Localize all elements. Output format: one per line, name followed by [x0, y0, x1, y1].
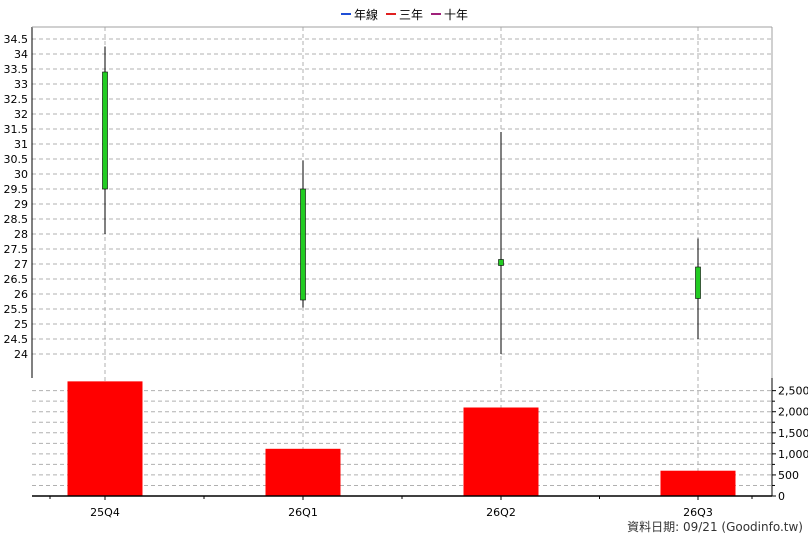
price-tick-label: 25.5: [4, 303, 29, 316]
price-tick-label: 27.5: [4, 243, 29, 256]
price-tick-label: 29: [14, 198, 28, 211]
x-tick-label: 26Q2: [486, 506, 516, 519]
footer-source: 資料日期: 09/21 (Goodinfo.tw): [627, 520, 803, 534]
legend-item-2: 三年: [386, 8, 423, 22]
price-tick-label: 28.5: [4, 213, 29, 226]
price-tick-label: 29.5: [4, 183, 29, 196]
axes: 24 24.5 25 25.5 26 26.5 27 27.5 28 28.5 29 29.5 30 30…: [4, 26, 808, 519]
volume-tick-label: 0: [778, 490, 785, 503]
price-candles: [102, 46, 701, 354]
volume-bars: [67, 381, 736, 496]
candle-body: [300, 188, 306, 301]
volume-bar: [265, 448, 341, 496]
price-tick-label: 32: [14, 108, 28, 121]
legend-item-1: 年線: [341, 7, 378, 22]
price-tick-label: 24: [14, 348, 28, 361]
price-tick-label: 34.5: [4, 33, 29, 46]
price-tick-label: 26: [14, 288, 28, 301]
x-tick-label: 25Q4: [90, 506, 120, 519]
price-tick-label: 24.5: [4, 333, 29, 346]
volume-tick-label: 1,500: [778, 427, 808, 440]
legend: 年線 三年 十年: [341, 7, 468, 22]
price-tick-label: 31: [14, 138, 28, 151]
price-tick-label: 33.5: [4, 63, 29, 76]
candle-body: [102, 71, 108, 190]
candle-body: [695, 266, 701, 299]
legend-item-3: 十年: [431, 8, 468, 22]
volume-bar: [463, 407, 539, 496]
volume-tick-label: 2,500: [778, 385, 808, 398]
volume-tick-label: 1,000: [778, 448, 808, 461]
price-tick-label: 27: [14, 258, 28, 271]
price-tick-label: 31.5: [4, 123, 29, 136]
legend-label-3: 十年: [444, 8, 468, 22]
legend-label-1: 年線: [354, 7, 378, 22]
price-tick-label: 25: [14, 318, 28, 331]
price-tick-label: 33: [14, 78, 28, 91]
price-tick-label: 34: [14, 48, 28, 61]
x-tick-label: 26Q3: [683, 506, 713, 519]
x-tick-label: 26Q1: [288, 506, 318, 519]
candle-body: [498, 259, 504, 266]
price-tick-label: 26.5: [4, 273, 29, 286]
price-tick-label: 28: [14, 228, 28, 241]
price-tick-label: 30: [14, 168, 28, 181]
volume-bar: [67, 381, 143, 496]
volume-tick-label: 2,000: [778, 406, 808, 419]
legend-label-2: 三年: [399, 8, 423, 22]
price-tick-label: 30.5: [4, 153, 29, 166]
volume-bar: [660, 470, 736, 496]
price-tick-label: 32.5: [4, 93, 29, 106]
volume-tick-label: 500: [778, 469, 799, 482]
